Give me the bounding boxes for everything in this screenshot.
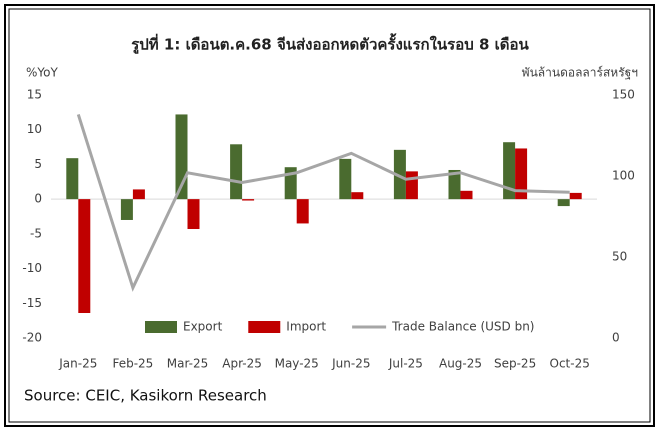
line-series — [76, 113, 570, 292]
legend-swatch — [248, 321, 281, 333]
bar — [460, 190, 473, 200]
outer-frame — [4, 4, 655, 427]
legend-swatch — [145, 321, 177, 333]
y-tick-label: 0 — [34, 192, 42, 206]
legend-label: Export — [183, 320, 223, 334]
x-tick-label: Jun-25 — [331, 357, 370, 371]
x-tick-label: Jul-25 — [388, 357, 423, 371]
y2-tick-label: 0 — [612, 331, 620, 345]
bar — [569, 192, 582, 200]
inner-frame — [8, 8, 651, 423]
legend-label: Trade Balance (USD bn) — [391, 320, 534, 334]
bar — [66, 158, 79, 200]
bar — [187, 199, 200, 229]
bar — [132, 189, 145, 200]
y-tick-label: -15 — [22, 296, 42, 310]
x-tick-label: Oct-25 — [550, 357, 590, 371]
y-tick-label: -10 — [22, 261, 42, 275]
y-tick-label: -5 — [30, 226, 42, 240]
bar — [230, 144, 243, 200]
y2-tick-label: 100 — [612, 169, 635, 183]
x-tick-label: Feb-25 — [112, 357, 153, 371]
y-tick-label: 5 — [34, 157, 42, 171]
bar — [339, 158, 352, 200]
bar — [351, 192, 364, 200]
legend-label: Import — [286, 320, 326, 334]
bar — [393, 149, 406, 200]
bar — [448, 169, 461, 200]
y2-tick-label: 150 — [612, 88, 635, 102]
bar — [503, 142, 516, 200]
y2-axis-label: พันล้านดอลลาร์สหรัฐฯ — [522, 66, 638, 80]
x-tick-label: May-25 — [275, 357, 319, 371]
bar — [242, 199, 255, 201]
x-tick-label: Jan-25 — [58, 357, 97, 371]
y-tick-label: 10 — [27, 122, 42, 136]
bar — [78, 199, 91, 314]
bar — [405, 171, 418, 200]
y-axis-label: %YoY — [26, 66, 58, 80]
x-tick-label: Aug-25 — [439, 357, 482, 371]
bar — [557, 199, 570, 207]
bar — [515, 148, 528, 200]
x-tick-label: Apr-25 — [222, 357, 262, 371]
y2-tick-label: 50 — [612, 250, 627, 264]
y-tick-label: 15 — [27, 88, 42, 102]
bar — [120, 199, 133, 220]
source-note: Source: CEIC, Kasikorn Research — [24, 387, 267, 405]
x-tick-label: Mar-25 — [167, 357, 208, 371]
x-tick-label: Sep-25 — [494, 357, 536, 371]
bar — [296, 199, 309, 224]
y-tick-label: -20 — [22, 331, 42, 345]
chart-title: รูปที่ 1: เดือนต.ค.68 จีนส่งออกหดตัวครั้… — [131, 33, 529, 55]
